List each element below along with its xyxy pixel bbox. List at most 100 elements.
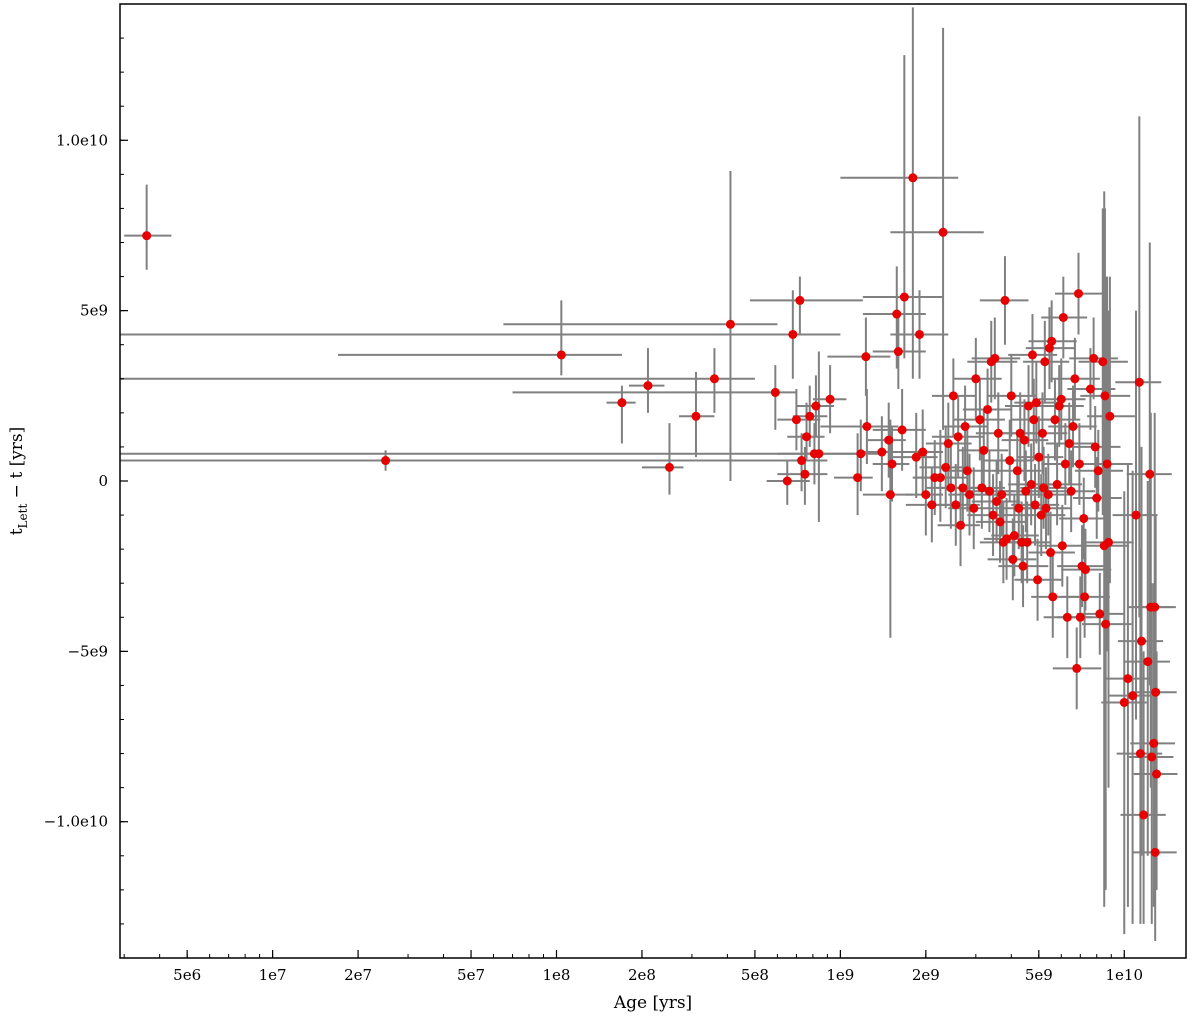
data-point [990,353,1000,363]
data-point [897,425,907,435]
data-point [1012,466,1022,476]
data-point [1021,486,1031,496]
y-axis-label-sub: Lett [16,504,30,529]
data-point [1151,687,1161,697]
data-point [938,227,948,237]
data-point [1135,749,1145,759]
data-point [971,374,981,384]
data-point [877,447,887,457]
y-tick-label: 5e9 [80,302,108,320]
x-tick-label: 5e9 [1025,966,1053,984]
data-point [915,329,925,339]
data-point [935,473,945,483]
data-point [797,456,807,466]
data-point [725,319,735,329]
data-point [1128,691,1138,701]
data-point [1085,384,1095,394]
x-tick-label: 1e7 [259,966,287,984]
data-point [1027,350,1037,360]
data-point [1101,619,1111,629]
data-point [770,387,780,397]
data-point [381,456,391,466]
data-point [1022,537,1032,547]
data-point [960,421,970,431]
data-point [1041,503,1051,513]
data-point [1134,377,1144,387]
data-point [992,496,1002,506]
y-axis-ticks: 1.0e10 5e9 0 −5e9 −1.0e10 [44,3,128,959]
data-point [1046,548,1056,558]
data-point [1048,592,1058,602]
data-point [977,483,987,493]
x-axis-label: Age [yrs] [613,993,692,1013]
data-point [908,173,918,183]
data-point [811,401,821,411]
data-point [1047,336,1057,346]
data-point [1074,459,1084,469]
data-point [1044,343,1054,353]
y-tick-label: 1.0e10 [56,131,108,149]
data-point [1072,663,1082,673]
data-point [1000,295,1010,305]
data-point [1100,391,1110,401]
data-point [1039,483,1049,493]
data-point [800,469,810,479]
data-point [983,404,993,414]
data-point [1060,459,1070,469]
data-point [1079,513,1089,523]
data-point [1024,401,1034,411]
data-point [1149,738,1159,748]
data-point [1056,394,1066,404]
data-point [993,428,1003,438]
x-tick-label: 2e8 [628,966,656,984]
data-point [1019,435,1029,445]
data-point [142,231,152,241]
data-point [1092,493,1102,503]
data-point [885,490,895,500]
data-point [984,486,994,496]
data-point [899,292,909,302]
data-point [856,449,866,459]
data-point [691,411,701,421]
data-point [962,466,972,476]
data-point [709,374,719,384]
x-tick-label: 5e6 [173,966,201,984]
y-axis-label-rest: − t [yrs] [7,427,27,504]
data-point [1104,537,1113,547]
data-point [1054,401,1064,411]
y-axis-label-main: t [7,528,27,535]
data-point [1064,439,1074,449]
data-point [1080,565,1090,575]
data-point [911,452,921,462]
data-point [862,421,872,431]
data-point [1040,357,1050,367]
points-layer [142,173,1162,857]
data-point [1131,510,1141,520]
data-point [1075,612,1085,622]
x-tick-label: 2e7 [344,966,372,984]
data-point [1123,674,1133,684]
data-point [1095,609,1105,619]
data-point [795,295,805,305]
data-point [995,517,1005,527]
data-point [643,381,653,391]
data-point [1026,479,1036,489]
data-point [975,415,985,425]
data-point [1033,575,1043,585]
data-point [1093,466,1103,476]
data-point [1102,459,1112,469]
x-tick-label: 5e7 [457,966,485,984]
data-point [884,435,894,445]
data-point [1005,456,1015,466]
data-point [1070,374,1080,384]
data-point [1034,452,1044,462]
data-point [1143,657,1153,667]
data-point [953,432,963,442]
data-point [1036,510,1046,520]
x-tick-label: 5e8 [741,966,769,984]
x-tick-label: 2e9 [912,966,940,984]
data-point [791,415,801,425]
data-point [948,391,958,401]
data-point [1043,490,1053,500]
data-point [1098,357,1108,367]
